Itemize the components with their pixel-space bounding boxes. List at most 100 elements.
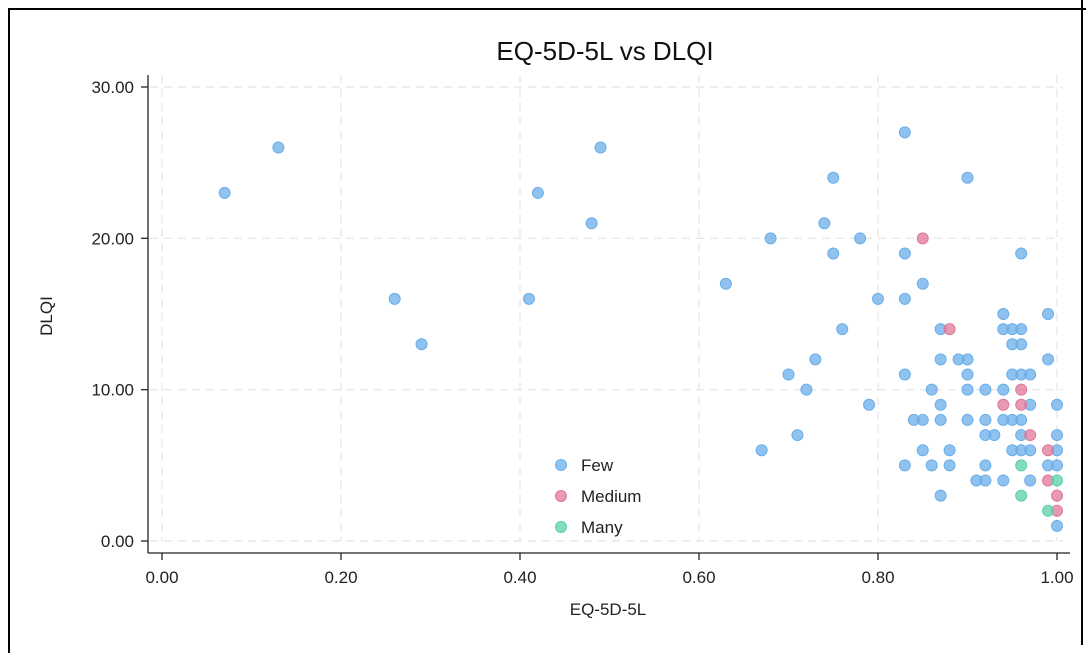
point-few	[979, 413, 992, 426]
point-few	[809, 353, 822, 366]
legend-label-many: Many	[581, 518, 623, 537]
chart-frame	[8, 8, 1086, 653]
point-medium	[997, 398, 1010, 411]
point-few	[925, 383, 938, 396]
x-tick-label: 0.40	[503, 568, 536, 587]
point-few	[1015, 247, 1028, 260]
point-few	[961, 353, 974, 366]
legend: Few Medium Many	[555, 456, 641, 537]
point-few	[916, 413, 929, 426]
y-axis-label: DLQI	[37, 296, 56, 336]
point-medium	[916, 232, 929, 245]
point-few	[961, 368, 974, 381]
point-few	[863, 398, 876, 411]
point-few	[854, 232, 867, 245]
point-few	[218, 186, 231, 199]
axes-layer: 0.00 0.20 0.40 0.60 0.80 1.00 0.00 10.00 20.00 30…	[91, 75, 1074, 587]
point-few	[898, 126, 911, 139]
point-few	[988, 429, 1001, 442]
legend-marker-many	[555, 521, 567, 533]
legend-label-few: Few	[581, 456, 614, 475]
point-few	[898, 459, 911, 472]
point-few	[997, 308, 1010, 320]
point-few	[934, 398, 947, 411]
point-few	[943, 444, 956, 457]
point-few	[1024, 444, 1037, 457]
point-few	[1042, 353, 1055, 366]
point-few	[791, 429, 804, 442]
point-few	[522, 292, 535, 305]
point-few	[800, 383, 813, 396]
point-few	[782, 368, 795, 381]
point-few	[1024, 368, 1037, 381]
legend-marker-few	[555, 459, 567, 471]
point-few	[415, 338, 428, 351]
grid-layer	[150, 75, 1063, 542]
point-many	[1042, 504, 1055, 517]
point-medium	[1042, 444, 1055, 457]
point-few	[594, 141, 607, 154]
points-layer	[218, 126, 1063, 532]
point-few	[898, 368, 911, 381]
point-few	[827, 247, 840, 260]
right-border	[1081, 0, 1083, 645]
legend-label-medium: Medium	[581, 487, 641, 506]
x-tick-label: 0.60	[682, 568, 715, 587]
point-few	[836, 323, 849, 336]
point-few	[1042, 308, 1055, 320]
y-tick-label: 20.00	[91, 229, 134, 248]
x-axis-label: EQ-5D-5L	[570, 600, 647, 619]
point-many	[1015, 459, 1028, 472]
point-medium	[1015, 383, 1028, 396]
x-tick-label: 1.00	[1040, 568, 1073, 587]
y-tick-label: 10.00	[91, 381, 134, 400]
point-medium	[1024, 429, 1037, 442]
point-few	[898, 247, 911, 260]
point-few	[925, 459, 938, 472]
point-few	[1015, 338, 1028, 351]
point-few	[961, 413, 974, 426]
point-few	[979, 459, 992, 472]
point-few	[934, 413, 947, 426]
point-few	[961, 171, 974, 184]
y-tick-label: 0.00	[101, 532, 134, 551]
point-medium	[1051, 489, 1063, 502]
point-medium	[1015, 398, 1028, 411]
point-few	[961, 383, 974, 396]
point-few	[1024, 474, 1037, 487]
x-tick-label: 0.00	[145, 568, 178, 587]
point-many	[1015, 489, 1028, 502]
point-few	[898, 292, 911, 305]
chart-title: EQ-5D-5L vs DLQI	[496, 36, 713, 66]
point-few	[755, 444, 768, 457]
point-few	[1051, 519, 1063, 532]
point-few	[934, 489, 947, 502]
point-few	[979, 383, 992, 396]
point-few	[388, 292, 401, 305]
legend-marker-medium	[555, 490, 567, 502]
point-few	[872, 292, 884, 305]
point-few	[827, 171, 840, 184]
point-few	[1015, 413, 1028, 426]
point-few	[934, 353, 947, 366]
point-few	[979, 474, 992, 487]
y-tick-label: 30.00	[91, 78, 134, 97]
point-few	[719, 277, 732, 290]
point-few	[1051, 429, 1063, 442]
point-few	[764, 232, 777, 245]
point-medium	[943, 323, 956, 336]
x-tick-label: 0.80	[861, 568, 894, 587]
point-few	[1051, 398, 1063, 411]
point-few	[997, 383, 1010, 396]
point-few	[997, 474, 1010, 487]
point-few	[916, 277, 929, 290]
point-few	[943, 459, 956, 472]
point-many	[1051, 474, 1063, 487]
point-few	[1015, 323, 1028, 336]
point-few	[916, 444, 929, 457]
x-tick-label: 0.20	[324, 568, 357, 587]
point-few	[1051, 459, 1063, 472]
point-few	[272, 141, 285, 154]
point-few	[531, 186, 544, 199]
